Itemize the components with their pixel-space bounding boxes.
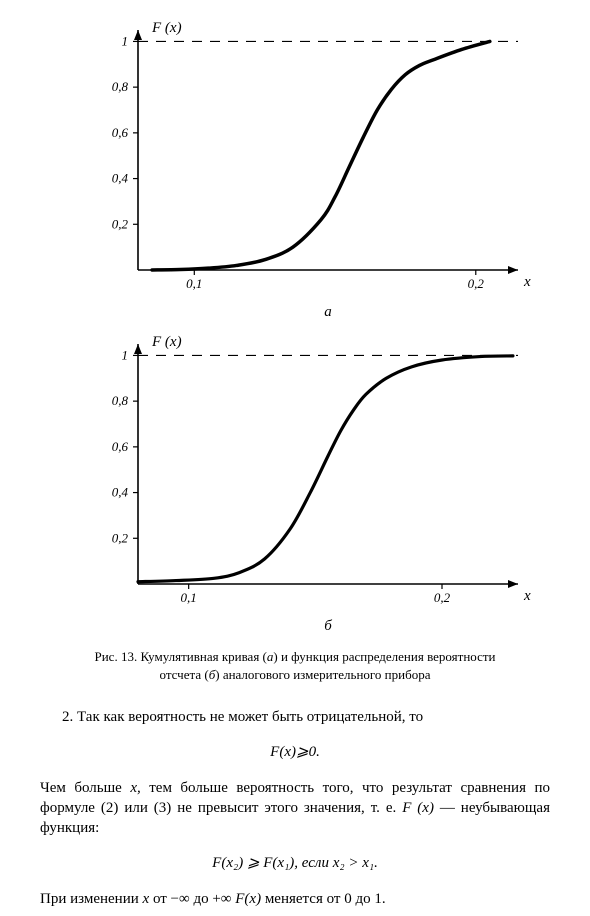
- paragraph-2-intro: 2. Так как вероятность не может быть отр…: [40, 707, 550, 727]
- svg-text:0,2: 0,2: [433, 590, 450, 605]
- svg-text:F (x): F (x): [151, 334, 182, 350]
- svg-text:F (x): F (x): [151, 20, 182, 36]
- svg-text:0,1: 0,1: [186, 276, 202, 291]
- svg-text:0,6: 0,6: [111, 439, 128, 454]
- text: меняется от 0 до 1.: [261, 891, 386, 907]
- svg-text:0,4: 0,4: [111, 485, 128, 500]
- text: Чем больше: [40, 780, 130, 796]
- formula-rhs: 0.: [309, 744, 320, 760]
- text: При изменении: [40, 891, 143, 907]
- svg-text:1: 1: [121, 347, 128, 362]
- chart-a: 0,2 0,4 0,6 0,8 1 0,1 0,2 F (x) x а: [43, 20, 548, 324]
- svg-text:б: б: [324, 618, 332, 634]
- caption-text: ) аналогового измерительного прибора: [215, 667, 430, 682]
- svg-text:0,8: 0,8: [111, 393, 128, 408]
- svg-text:0,4: 0,4: [111, 171, 128, 186]
- var-x: x,: [130, 780, 140, 796]
- formula-1: F(x)⩾0.: [40, 742, 550, 762]
- var-Fx: F (x): [402, 800, 434, 816]
- svg-text:0,8: 0,8: [111, 79, 128, 94]
- svg-text:x: x: [523, 274, 531, 290]
- figure-caption: Рис. 13. Кумулятивная кривая (а) и функц…: [90, 648, 500, 683]
- svg-text:0,2: 0,2: [111, 216, 128, 231]
- paragraph-3: При изменении x от −∞ до +∞ F(x) меняетс…: [40, 889, 550, 909]
- text: от −∞ до +∞: [149, 891, 235, 907]
- chart-b: 0,2 0,4 0,6 0,8 1 0,1 0,2 F (x) x б: [43, 334, 548, 638]
- svg-text:0,6: 0,6: [111, 125, 128, 140]
- svg-text:а: а: [324, 304, 332, 320]
- paragraph-2-body: Чем больше x, тем больше вероятность тог…: [40, 778, 550, 839]
- formula-lhs: F(x): [270, 744, 296, 760]
- formula-op: ⩾: [296, 744, 309, 760]
- svg-text:0,1: 0,1: [180, 590, 196, 605]
- formula-body: F(x₂) ⩾ F(x₁), если x₂ > x₁.: [212, 855, 378, 871]
- formula-2: F(x₂) ⩾ F(x₁), если x₂ > x₁.: [40, 853, 550, 873]
- svg-text:x: x: [523, 588, 531, 604]
- svg-text:1: 1: [121, 33, 128, 48]
- caption-text: Рис. 13. Кумулятивная кривая (: [94, 649, 266, 664]
- svg-text:0,2: 0,2: [467, 276, 484, 291]
- text: 2. Так как вероятность не может быть отр…: [62, 709, 423, 725]
- svg-text:0,2: 0,2: [111, 530, 128, 545]
- var-Fx: F(x): [235, 891, 261, 907]
